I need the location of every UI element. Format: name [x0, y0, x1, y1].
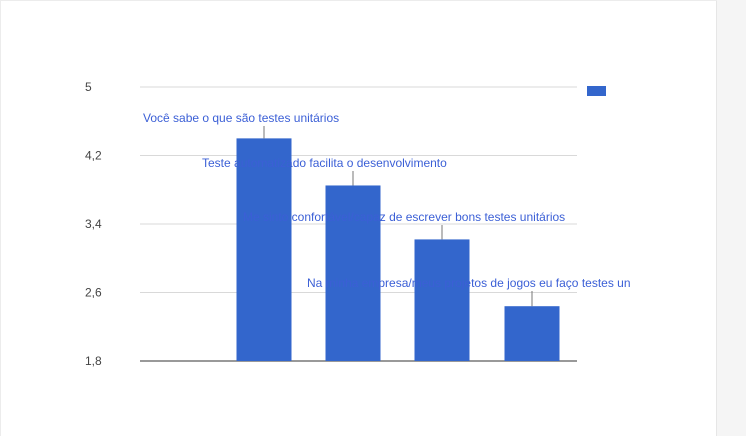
data-labels: Você sabe o que são testes unitários Test… — [143, 111, 631, 290]
legend — [587, 86, 606, 96]
y-tick-label: 4,2 — [85, 149, 102, 163]
panel-top-border — [1, 0, 718, 1]
bar[interactable] — [236, 138, 292, 361]
bar[interactable] — [414, 239, 470, 361]
bar-chart: 1,8 2,6 3,4 4,2 5 Você sabe o que são testes… — [85, 80, 631, 368]
y-tick-label: 5 — [85, 80, 92, 94]
y-axis-ticks: 1,8 2,6 3,4 4,2 5 — [85, 80, 102, 368]
bar-data-label: Você sabe o que são testes unitários — [143, 111, 339, 125]
y-tick-label: 1,8 — [85, 354, 102, 368]
y-tick-label: 2,6 — [85, 286, 102, 300]
label-leaders — [263, 126, 533, 307]
bar-data-label: Na minha empresa/meus projetos de jogos … — [307, 276, 631, 290]
bar[interactable] — [504, 306, 560, 361]
scrollbar-track[interactable] — [717, 0, 746, 436]
bars — [236, 138, 560, 361]
bar[interactable] — [325, 185, 381, 361]
bar-data-label: Me sinto confortável/capaz de escrever b… — [243, 210, 565, 224]
y-tick-label: 3,4 — [85, 217, 102, 231]
legend-swatch — [587, 86, 606, 96]
bar-data-label: Teste automatizado facilita o desenvolvi… — [202, 156, 447, 170]
